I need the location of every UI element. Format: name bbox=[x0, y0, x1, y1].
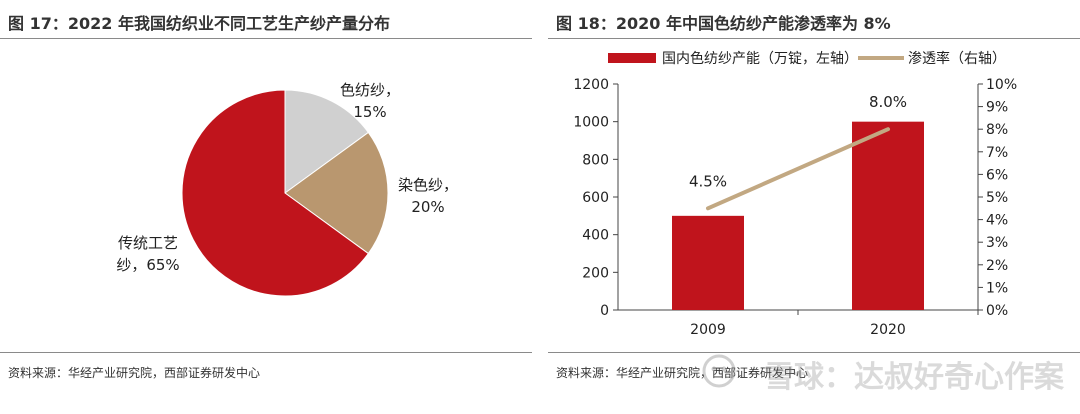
right-tick-label-7: 7% bbox=[986, 145, 1008, 161]
pie-label-1-line1: 色纺纱， bbox=[340, 81, 400, 99]
left-tick-label-4: 800 bbox=[582, 152, 609, 168]
left-tick-label-3: 600 bbox=[582, 190, 609, 206]
left-bottom-rule bbox=[0, 352, 532, 353]
right-figure-title: 图 18：2020 年中国色纺纱产能渗透率为 8% bbox=[556, 14, 891, 33]
penetration-rate-line bbox=[706, 127, 890, 211]
right-tick-label-6: 6% bbox=[986, 167, 1008, 183]
right-tick-label-9: 9% bbox=[986, 100, 1008, 116]
left-figure-title: 图 17：2022 年我国纺织业不同工艺生产纱产量分布 bbox=[8, 14, 390, 33]
pie-label-3-line1: 传统工艺 bbox=[118, 234, 178, 252]
pie-slice-3 bbox=[181, 89, 370, 297]
pie-slice-2 bbox=[284, 131, 389, 255]
xueqiu-logo-icon bbox=[702, 354, 736, 388]
right-tick-label-3: 3% bbox=[986, 235, 1008, 251]
bar-line-chart: 国内色纺纱产能（万锭，左轴） 渗透率（右轴） 0 200 400 600 800 1000 12… bbox=[573, 50, 1017, 338]
left-tick-label-5: 1000 bbox=[573, 115, 609, 131]
right-tick-label-8: 8% bbox=[986, 122, 1008, 138]
left-tick-label-2: 400 bbox=[582, 228, 609, 244]
right-source-note: 资料来源：华经产业研究院，西部证券研发中心 bbox=[556, 366, 809, 380]
left-tick-label-0: 0 bbox=[600, 303, 609, 319]
left-source-note: 资料来源：华经产业研究院，西部证券研发中心 bbox=[8, 366, 261, 380]
pie-label-1-line2: 15% bbox=[353, 103, 386, 121]
pie-label-2-line1: 染色纱， bbox=[398, 176, 458, 194]
x-tick-label-2009: 2009 bbox=[690, 322, 726, 338]
pie-slice-1 bbox=[284, 89, 370, 194]
pie-label-3-line2: 纱，65% bbox=[116, 256, 179, 274]
right-tick-label-10: 10% bbox=[986, 77, 1017, 93]
bar-2020 bbox=[852, 121, 924, 311]
left-top-rule bbox=[0, 38, 532, 39]
right-figure-panel: 图 18：2020 年中国色纺纱产能渗透率为 8% 国内色纺纱产能（万锭，左轴）… bbox=[548, 0, 1080, 414]
left-figure-panel: 图 17：2022 年我国纺织业不同工艺生产纱产量分布 色纺纱， 15% 染色纱， 2… bbox=[0, 0, 532, 414]
watermark-text: 雪球：达叔好奇心作案 bbox=[764, 360, 1064, 395]
rate-data-label-2020: 8.0% bbox=[869, 93, 907, 111]
right-tick-label-0: 0% bbox=[986, 303, 1008, 319]
right-tick-label-1: 1% bbox=[986, 280, 1008, 296]
legend-bar-swatch bbox=[608, 53, 656, 63]
right-bottom-rule bbox=[548, 352, 1080, 353]
rate-data-label-2009: 4.5% bbox=[689, 172, 727, 190]
chart-legend: 国内色纺纱产能（万锭，左轴） 渗透率（右轴） bbox=[608, 50, 1006, 67]
pie-label-2-line2: 20% bbox=[411, 198, 444, 216]
left-tick-label-6: 1200 bbox=[573, 77, 609, 93]
right-top-rule bbox=[548, 38, 1080, 39]
right-tick-label-5: 5% bbox=[986, 190, 1008, 206]
legend-bar-label: 国内色纺纱产能（万锭，左轴） bbox=[662, 50, 858, 67]
right-tick-label-2: 2% bbox=[986, 258, 1008, 274]
legend-line-label: 渗透率（右轴） bbox=[908, 50, 1006, 67]
right-tick-label-4: 4% bbox=[986, 213, 1008, 229]
left-tick-label-1: 200 bbox=[582, 265, 609, 281]
bar-2009 bbox=[672, 215, 744, 310]
x-tick-label-2020: 2020 bbox=[870, 322, 906, 338]
